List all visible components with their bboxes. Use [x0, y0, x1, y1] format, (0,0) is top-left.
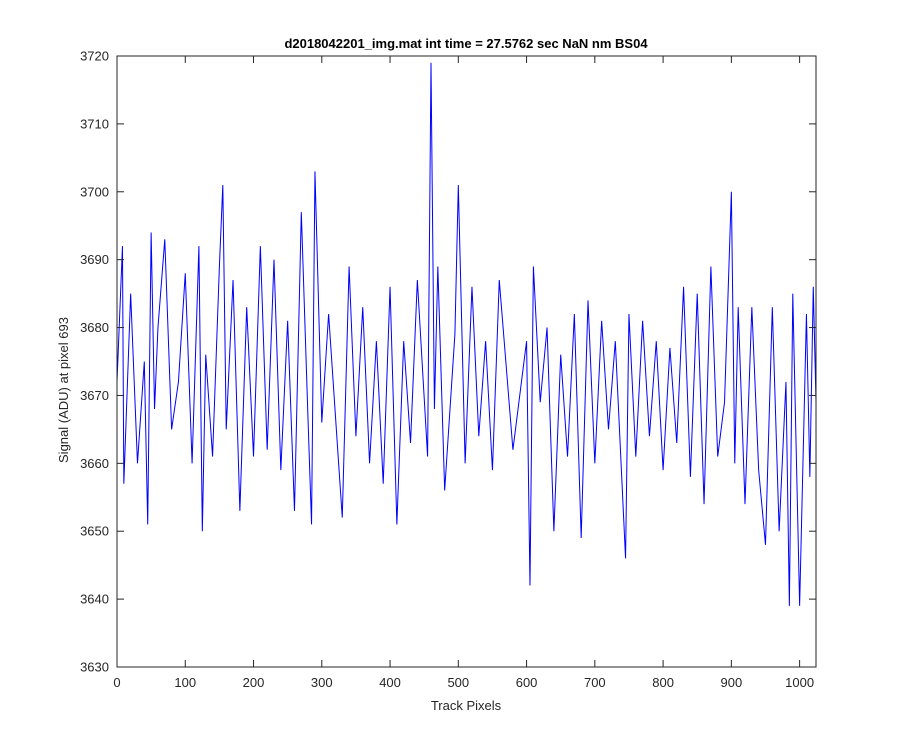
x-tick-label: 1000: [785, 675, 814, 690]
x-tick-label: 700: [584, 675, 606, 690]
axes-box: [116, 55, 817, 668]
y-tick-label: 3670: [80, 388, 109, 403]
y-tick-label: 3630: [80, 660, 109, 675]
x-tick-label: 800: [652, 675, 674, 690]
y-tick-label: 3720: [80, 49, 109, 64]
x-tick-label: 600: [516, 675, 538, 690]
x-tick-label: 0: [113, 675, 120, 690]
x-tick-label: 500: [447, 675, 469, 690]
x-tick-label: 300: [311, 675, 333, 690]
x-tick-label: 100: [174, 675, 196, 690]
y-tick-label: 3660: [80, 456, 109, 471]
y-tick-label: 3640: [80, 592, 109, 607]
series-line: [117, 62, 816, 606]
y-tick-label: 3700: [80, 184, 109, 199]
chart-title: d2018042201_img.mat int time = 27.5762 s…: [284, 36, 648, 51]
y-tick-label: 3710: [80, 116, 109, 131]
y-tick-label: 3680: [80, 320, 109, 335]
x-tick-label: 900: [721, 675, 743, 690]
y-tick-label: 3690: [80, 252, 109, 267]
x-tick-label: 400: [379, 675, 401, 690]
x-tick-label: 200: [243, 675, 265, 690]
x-axis-label: Track Pixels: [431, 698, 502, 713]
y-tick-label: 3650: [80, 524, 109, 539]
y-axis-label: Signal (ADU) at pixel 693: [56, 317, 71, 463]
